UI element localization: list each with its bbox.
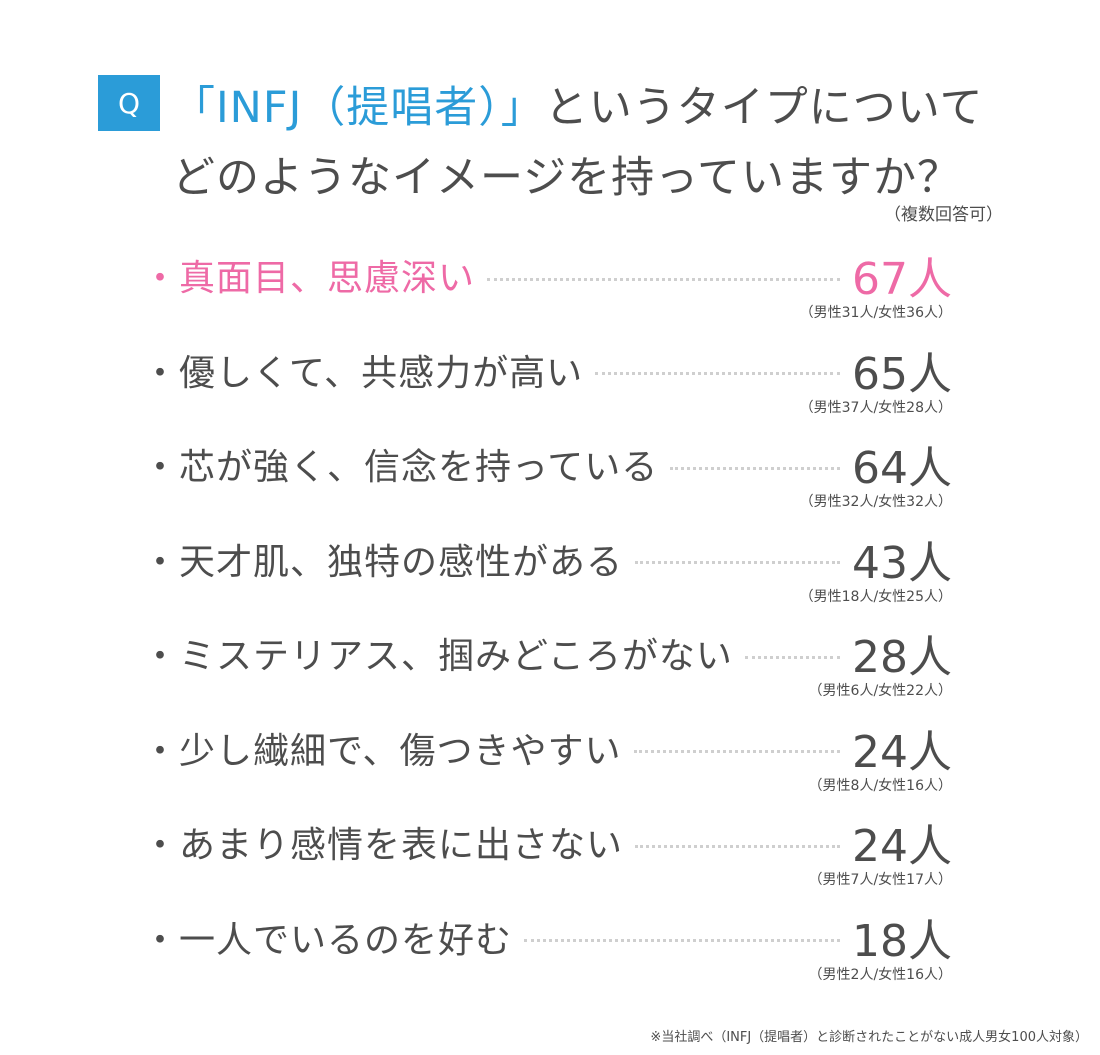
- gender-breakdown: （男性8人/女性16人）: [808, 777, 952, 794]
- result-label: ・優しくて、共感力が高い: [142, 352, 584, 394]
- survey-footnote: ※当社調べ（INFJ（提唱者）と診断されたことがない成人男女100人対象）: [650, 1030, 1088, 1045]
- gender-breakdown: （男性32人/女性32人）: [799, 494, 952, 510]
- result-row-main: ・あまり感情を表に出さない 24人: [142, 817, 952, 872]
- result-row-main: ・一人でいるのを好む 18人: [142, 912, 952, 967]
- result-row: ・ミステリアス、掴みどころがない 28人 （男性6人/女性22人）: [142, 628, 952, 712]
- result-count: 65人: [852, 348, 952, 400]
- result-row-main: ・芯が強く、信念を持っている 64人: [142, 439, 952, 494]
- result-row: ・あまり感情を表に出さない 24人 （男性7人/女性17人）: [142, 817, 952, 901]
- result-label: ・ミステリアス、掴みどころがない: [142, 636, 733, 677]
- question-title-line-1: 「INFJ（提唱者）」というタイプについて: [172, 73, 983, 135]
- question-title-accent: 「INFJ（提唱者）」: [172, 83, 545, 133]
- dotted-leader: [487, 277, 840, 281]
- result-row-main: ・少し繊細で、傷つきやすい 24人: [142, 723, 952, 778]
- result-label: ・一人でいるのを好む: [142, 919, 513, 961]
- result-row: ・一人でいるのを好む 18人 （男性2人/女性16人）: [142, 912, 952, 996]
- result-count: 67人: [852, 254, 952, 305]
- result-count: 24人: [852, 726, 952, 778]
- result-row: ・優しくて、共感力が高い 65人 （男性37人/女性28人）: [142, 345, 952, 429]
- dotted-leader: [635, 844, 840, 848]
- result-row-main: ・優しくて、共感力が高い 65人: [142, 345, 952, 400]
- dotted-leader: [633, 750, 840, 753]
- result-count: 28人: [852, 632, 952, 683]
- gender-breakdown: （男性7人/女性17人）: [808, 872, 952, 888]
- gender-breakdown: （男性31人/女性36人）: [799, 305, 952, 321]
- result-row-main: ・ミステリアス、掴みどころがない 28人: [142, 628, 952, 683]
- gender-breakdown: （男性37人/女性28人）: [799, 399, 952, 416]
- result-label: ・真面目、思慮深い: [142, 258, 476, 299]
- multiple-answer-note: （複数回答可）: [884, 205, 1003, 225]
- result-row: ・天才肌、独特の感性がある 43人 （男性18人/女性25人）: [142, 534, 952, 618]
- dotted-leader: [744, 655, 840, 659]
- result-row: ・芯が強く、信念を持っている 64人 （男性32人/女性32人）: [142, 439, 952, 523]
- dotted-leader: [635, 561, 840, 564]
- result-label: ・天才肌、独特の感性がある: [142, 541, 624, 583]
- result-row: ・真面目、思慮深い 67人 （男性31人/女性36人）: [142, 250, 952, 334]
- dotted-leader: [595, 372, 840, 375]
- result-count: 43人: [852, 537, 952, 589]
- result-count: 24人: [852, 821, 952, 872]
- question-badge: Q: [98, 75, 160, 131]
- dotted-leader: [524, 939, 840, 942]
- result-label: ・少し繊細で、傷つきやすい: [142, 730, 622, 772]
- result-count: 64人: [852, 443, 952, 494]
- gender-breakdown: （男性6人/女性22人）: [808, 683, 952, 699]
- gender-breakdown: （男性2人/女性16人）: [808, 966, 952, 983]
- result-count: 18人: [852, 915, 952, 967]
- gender-breakdown: （男性18人/女性25人）: [799, 588, 952, 605]
- result-row-main: ・天才肌、独特の感性がある 43人: [142, 534, 952, 589]
- question-title-rest: というタイプについて: [544, 83, 984, 133]
- result-row: ・少し繊細で、傷つきやすい 24人 （男性8人/女性16人）: [142, 723, 952, 807]
- dotted-leader: [670, 466, 840, 470]
- result-label: ・芯が強く、信念を持っている: [142, 447, 659, 488]
- result-row-main: ・真面目、思慮深い 67人: [142, 250, 952, 305]
- result-label: ・あまり感情を表に出さない: [142, 825, 624, 866]
- question-title-line-2: どのようなイメージを持っていますか？: [172, 153, 961, 203]
